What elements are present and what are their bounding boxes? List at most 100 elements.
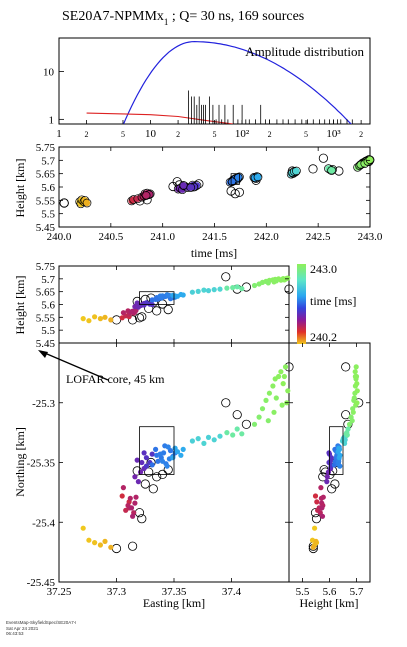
ytick-label: 5.55	[36, 195, 56, 207]
unassigned-source-marker	[241, 419, 251, 429]
figure-title: SE20A7-NPMMx1 ; Q= 30 ns, 169 sources	[62, 9, 304, 27]
amplitude-xtick-label: 10	[145, 128, 157, 140]
source-marker	[228, 178, 236, 185]
northing-easting-axes: 37.25 37.3 37.35 37.4 -25.3 -25.35 -25.4 -25.45	[27, 343, 289, 598]
source-marker	[343, 431, 349, 437]
source-marker	[170, 455, 176, 461]
source-marker	[132, 474, 138, 480]
footer-line-1: EventsMap-SkyfieldSpec/SE20A7-NPMMx	[6, 620, 76, 625]
source-marker	[80, 525, 86, 531]
source-marker	[336, 446, 343, 452]
source-marker	[159, 458, 166, 464]
colorbar	[297, 264, 306, 344]
unassigned-source-marker	[128, 541, 138, 551]
unassigned-source-marker	[234, 187, 244, 197]
amplitude-xtick-label: 2	[268, 130, 272, 139]
source-marker	[354, 400, 360, 406]
source-marker	[211, 437, 217, 443]
ytick-label: 5.6	[41, 182, 55, 194]
highlight-box	[230, 173, 240, 185]
footer-stamp: EventsMap-SkyfieldSpec/SE20A7-NPMMx Sat …	[6, 620, 76, 637]
source-marker	[230, 285, 236, 291]
lofar-core-arrowhead	[38, 350, 48, 358]
source-marker	[217, 433, 223, 439]
amplitude-xtick-label: 2	[176, 130, 180, 139]
source-marker	[265, 280, 271, 286]
source-marker	[172, 293, 178, 299]
source-marker	[314, 499, 320, 505]
unassigned-source-marker	[140, 479, 150, 489]
source-marker	[102, 314, 108, 320]
source-marker	[224, 430, 230, 436]
amplitude-fit-curve-red	[86, 112, 234, 124]
unassigned-source-marker	[308, 164, 318, 174]
source-marker	[80, 316, 86, 322]
colorbar-label: time [ms]	[310, 294, 356, 308]
amplitude-xtick-label: 2	[85, 130, 89, 139]
source-marker	[293, 167, 300, 175]
unassigned-source-marker	[111, 543, 122, 554]
source-marker	[119, 493, 125, 499]
source-marker	[350, 409, 356, 415]
source-marker	[108, 544, 114, 550]
height-time-ylabel: Height [km]	[13, 159, 27, 218]
unassigned-source-marker	[148, 484, 158, 494]
xtick-label: 37.35	[162, 586, 187, 598]
amplitude-xtick-label: 10³	[326, 128, 341, 140]
source-marker	[139, 459, 145, 466]
source-ring	[327, 166, 336, 175]
source-marker	[235, 174, 242, 181]
source-marker	[164, 463, 170, 469]
northing-easting-plot-area	[80, 362, 294, 554]
source-marker	[234, 426, 240, 432]
ytick-label: 5.6	[41, 300, 55, 312]
source-marker	[239, 286, 245, 292]
source-marker	[165, 444, 171, 450]
source-marker	[224, 285, 230, 291]
source-marker	[130, 513, 136, 519]
xtick-label: 241.0	[150, 231, 175, 243]
source-marker	[270, 383, 276, 389]
xtick-label: 37.3	[107, 586, 127, 598]
source-marker	[141, 302, 147, 308]
amplitude-ytick-label: 1	[49, 114, 55, 126]
amplitude-xtick-label: 5	[213, 130, 217, 139]
source-marker	[217, 286, 223, 292]
unassigned-source-marker	[318, 153, 328, 163]
ytick-label: 5.75	[36, 261, 56, 273]
source-marker	[92, 314, 98, 320]
xtick-label: 241.5	[202, 231, 227, 243]
source-marker	[346, 421, 353, 427]
source-marker	[97, 542, 103, 548]
source-marker	[149, 451, 155, 457]
source-marker	[195, 436, 201, 442]
source-marker	[310, 544, 316, 550]
xtick-label: 243.0	[358, 231, 383, 243]
source-marker	[280, 381, 286, 387]
ytick-label: 5.5	[41, 209, 55, 221]
source-marker	[271, 279, 277, 285]
amplitude-axes: 1 2 5 10 2 5 10² 2 5 10³ 2 1 10	[43, 66, 363, 140]
source-marker	[251, 282, 258, 289]
source-marker	[108, 317, 114, 323]
source-marker	[273, 395, 279, 401]
northing-height-axes: 5.5 5.6 5.7	[289, 343, 370, 598]
highlight-box	[139, 291, 175, 305]
unassigned-source-marker	[221, 272, 231, 282]
xtick-label: 242.0	[254, 231, 279, 243]
source-ring	[141, 191, 151, 200]
source-marker	[239, 431, 245, 437]
source-marker	[195, 288, 201, 294]
xtick-label: 5.6	[323, 586, 337, 598]
source-marker	[128, 309, 135, 315]
height-time-xlabel: time [ms]	[191, 246, 237, 260]
unassigned-source-marker	[327, 484, 337, 494]
source-marker	[324, 479, 330, 485]
source-marker	[178, 452, 184, 458]
source-marker	[251, 421, 258, 427]
source-marker	[132, 500, 138, 506]
source-marker	[127, 495, 133, 501]
source-marker	[265, 418, 271, 424]
source-marker	[320, 494, 326, 500]
source-ring	[292, 166, 301, 176]
